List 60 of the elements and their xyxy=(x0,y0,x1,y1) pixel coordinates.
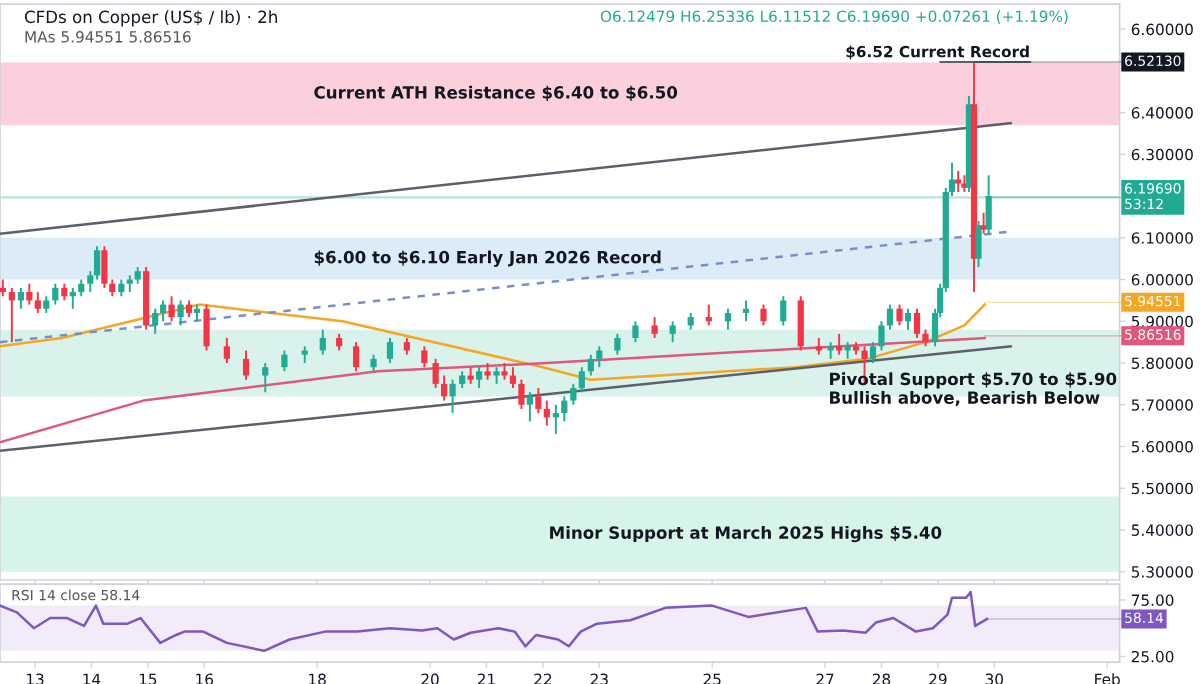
band-label: Minor Support at March 2025 Highs $5.40 xyxy=(550,525,942,543)
candlestick xyxy=(262,362,269,394)
candlestick xyxy=(878,320,885,352)
candlestick xyxy=(561,395,568,423)
candlestick xyxy=(535,387,542,415)
candlestick xyxy=(518,378,525,410)
candlestick xyxy=(543,399,550,427)
candlestick xyxy=(441,374,448,402)
candlestick xyxy=(281,349,288,373)
candlestick xyxy=(319,328,326,356)
candlestick xyxy=(669,320,676,344)
candlestick xyxy=(614,332,621,356)
candlestick xyxy=(242,349,250,381)
candlestick xyxy=(386,337,394,364)
candlestick xyxy=(955,170,962,193)
candlestick xyxy=(421,345,428,369)
candlestick xyxy=(26,282,33,306)
candlestick xyxy=(203,303,210,352)
candlestick xyxy=(913,307,921,339)
candlestick xyxy=(52,282,59,306)
band-label: Current ATH Resistance $6.40 to $6.50 xyxy=(314,85,678,101)
candlestick xyxy=(476,366,483,390)
candlestick xyxy=(985,174,992,235)
candlestick xyxy=(432,357,439,390)
candlestick xyxy=(886,303,894,331)
candlestick xyxy=(552,403,559,435)
candlestick xyxy=(975,220,982,268)
candlestick xyxy=(526,391,533,423)
candlestick xyxy=(760,303,767,327)
candlestick xyxy=(509,366,517,390)
candlestick xyxy=(8,286,15,344)
candlestick xyxy=(836,332,843,356)
candlestick xyxy=(632,320,639,344)
band-label: $6.00 to $6.10 Early Jan 2026 Record xyxy=(314,250,661,267)
candlestick xyxy=(570,382,577,406)
candlestick xyxy=(69,286,76,310)
candlestick xyxy=(152,307,159,335)
candlestick xyxy=(587,353,594,377)
candlestick xyxy=(34,291,41,314)
candlestick xyxy=(223,337,230,364)
chart-title: CFDs on Copper (US$ / lb) · 2h xyxy=(24,10,277,27)
candlestick xyxy=(705,303,712,327)
candlestick xyxy=(168,295,175,323)
candlestick xyxy=(17,286,24,310)
candlestick xyxy=(177,299,184,327)
candlestick xyxy=(869,341,877,364)
candlestick xyxy=(780,295,787,327)
candlestick xyxy=(651,316,658,339)
candlestick xyxy=(101,245,108,289)
candlestick xyxy=(797,295,804,352)
candlestick xyxy=(742,299,750,323)
candlestick xyxy=(578,366,585,394)
candlestick xyxy=(596,345,603,369)
candlestick xyxy=(896,303,903,327)
candlestick xyxy=(449,378,456,415)
candlestick xyxy=(724,307,732,331)
candlestick xyxy=(352,341,360,373)
candlestick xyxy=(159,299,167,323)
candlestick xyxy=(980,211,987,235)
candlestick xyxy=(904,307,912,331)
